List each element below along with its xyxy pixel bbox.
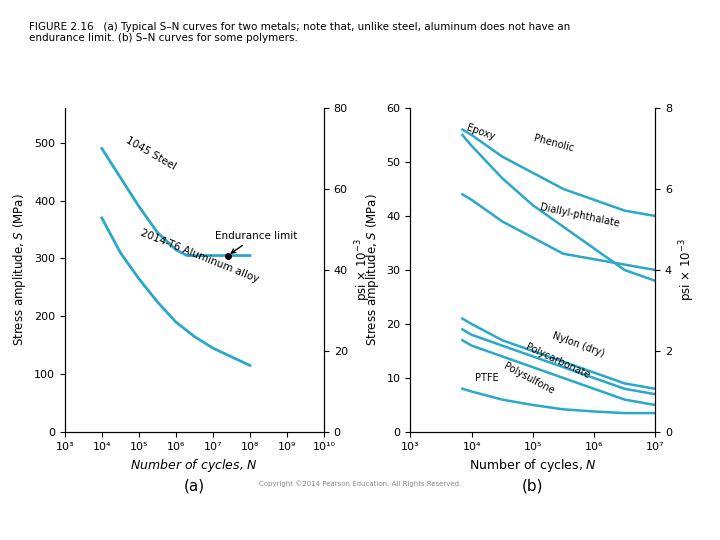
Y-axis label: Stress amplitude, $S$ (MPa): Stress amplitude, $S$ (MPa) [364, 194, 381, 346]
Text: Polysulfone: Polysulfone [503, 361, 556, 396]
Text: (b): (b) [522, 478, 544, 494]
Y-axis label: psi $\times$ 10$^{-3}$: psi $\times$ 10$^{-3}$ [354, 239, 373, 301]
Text: Endurance limit: Endurance limit [215, 231, 297, 253]
X-axis label: Number of cycles, $N$: Number of cycles, $N$ [130, 457, 258, 474]
Text: 2014-T6 Aluminum alloy: 2014-T6 Aluminum alloy [139, 228, 260, 285]
Y-axis label: psi $\times$ 10$^{-3}$: psi $\times$ 10$^{-3}$ [678, 239, 697, 301]
Text: All rights reserved.: All rights reserved. [446, 524, 519, 532]
Text: Phenolic: Phenolic [533, 133, 575, 153]
Text: Polycarbonate: Polycarbonate [523, 341, 591, 380]
Text: Nylon (dry): Nylon (dry) [552, 330, 606, 359]
Text: FIGURE 2.16   (a) Typical S–N curves for two metals; note that, unlike steel, al: FIGURE 2.16 (a) Typical S–N curves for t… [29, 22, 570, 43]
Text: Copyright ©2014 Pearson Education. All Rights Reserved.: Copyright ©2014 Pearson Education. All R… [259, 480, 461, 487]
Y-axis label: Stress amplitude, $S$ (MPa): Stress amplitude, $S$ (MPa) [12, 194, 28, 346]
Text: Serope Kalpakjian | Steven R. Schmid: Serope Kalpakjian | Steven R. Schmid [230, 524, 374, 532]
Text: Manufacturing Engineering and Technology, Seventh Edition: Manufacturing Engineering and Technology… [230, 510, 461, 518]
Text: PEARSON: PEARSON [670, 515, 720, 528]
Text: (a): (a) [184, 478, 205, 494]
Text: Epoxy: Epoxy [465, 123, 497, 143]
Text: PTFE: PTFE [474, 373, 498, 383]
Text: ALWAYS LEARNING: ALWAYS LEARNING [29, 517, 117, 525]
X-axis label: Number of cycles, $N$: Number of cycles, $N$ [469, 457, 597, 474]
Text: Copyright © 2014 by Pearson Education, Inc.: Copyright © 2014 by Pearson Education, I… [446, 510, 619, 518]
Text: 1045 Steel: 1045 Steel [124, 135, 178, 172]
Text: Diallyl-phthalate: Diallyl-phthalate [539, 202, 621, 229]
